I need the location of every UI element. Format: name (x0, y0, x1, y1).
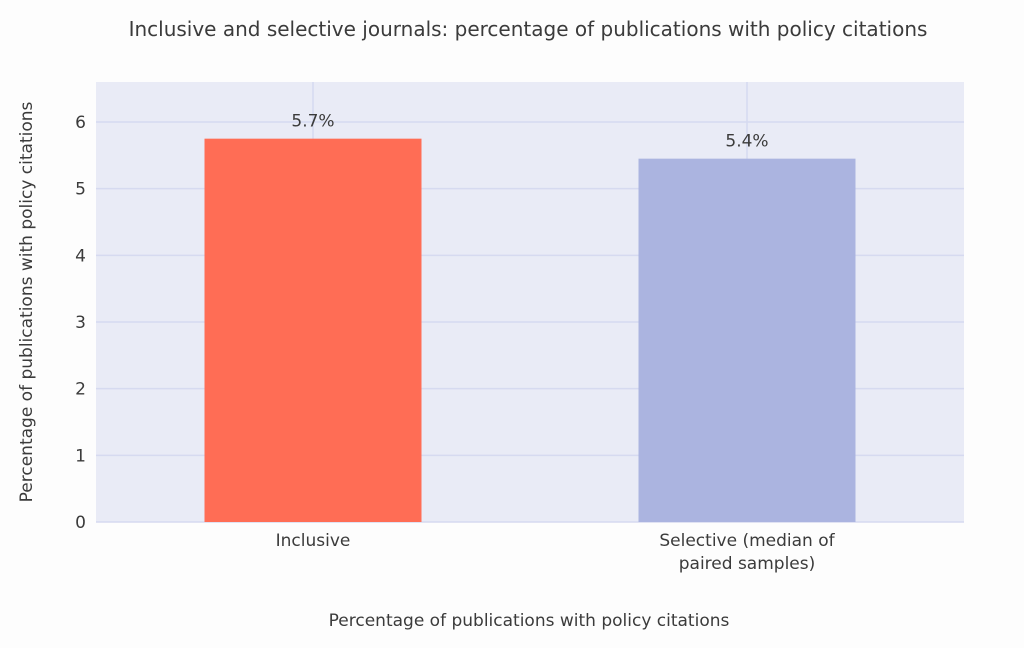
bars (204, 138, 856, 522)
bar (638, 158, 856, 522)
y-tick-label: 1 (75, 446, 86, 466)
y-tick-label: 2 (75, 380, 86, 400)
x-category-label: Inclusive (276, 531, 351, 551)
x-axis-title: Percentage of publications with policy c… (329, 611, 730, 631)
y-tick-label: 5 (75, 180, 86, 200)
x-category-label: Selective (median of paired samples) (659, 531, 835, 574)
y-axis-title: Percentage of publications with policy c… (17, 102, 37, 503)
bar-value-label: 5.4% (725, 132, 768, 152)
y-tick-label: 3 (75, 313, 86, 333)
x-axis-categories: Inclusive Selective (median of paired samp… (276, 531, 836, 574)
chart-title: Inclusive and selective journals: percen… (129, 17, 928, 41)
y-tick-label: 6 (75, 113, 86, 133)
y-tick-label: 0 (75, 513, 86, 533)
y-axis-ticks: 0 1 2 3 4 5 6 (75, 113, 86, 533)
bar (204, 138, 422, 522)
bar-value-label: 5.7% (291, 112, 334, 132)
data-labels: 5.7% 5.4% (291, 112, 768, 152)
y-tick-label: 4 (75, 246, 86, 266)
